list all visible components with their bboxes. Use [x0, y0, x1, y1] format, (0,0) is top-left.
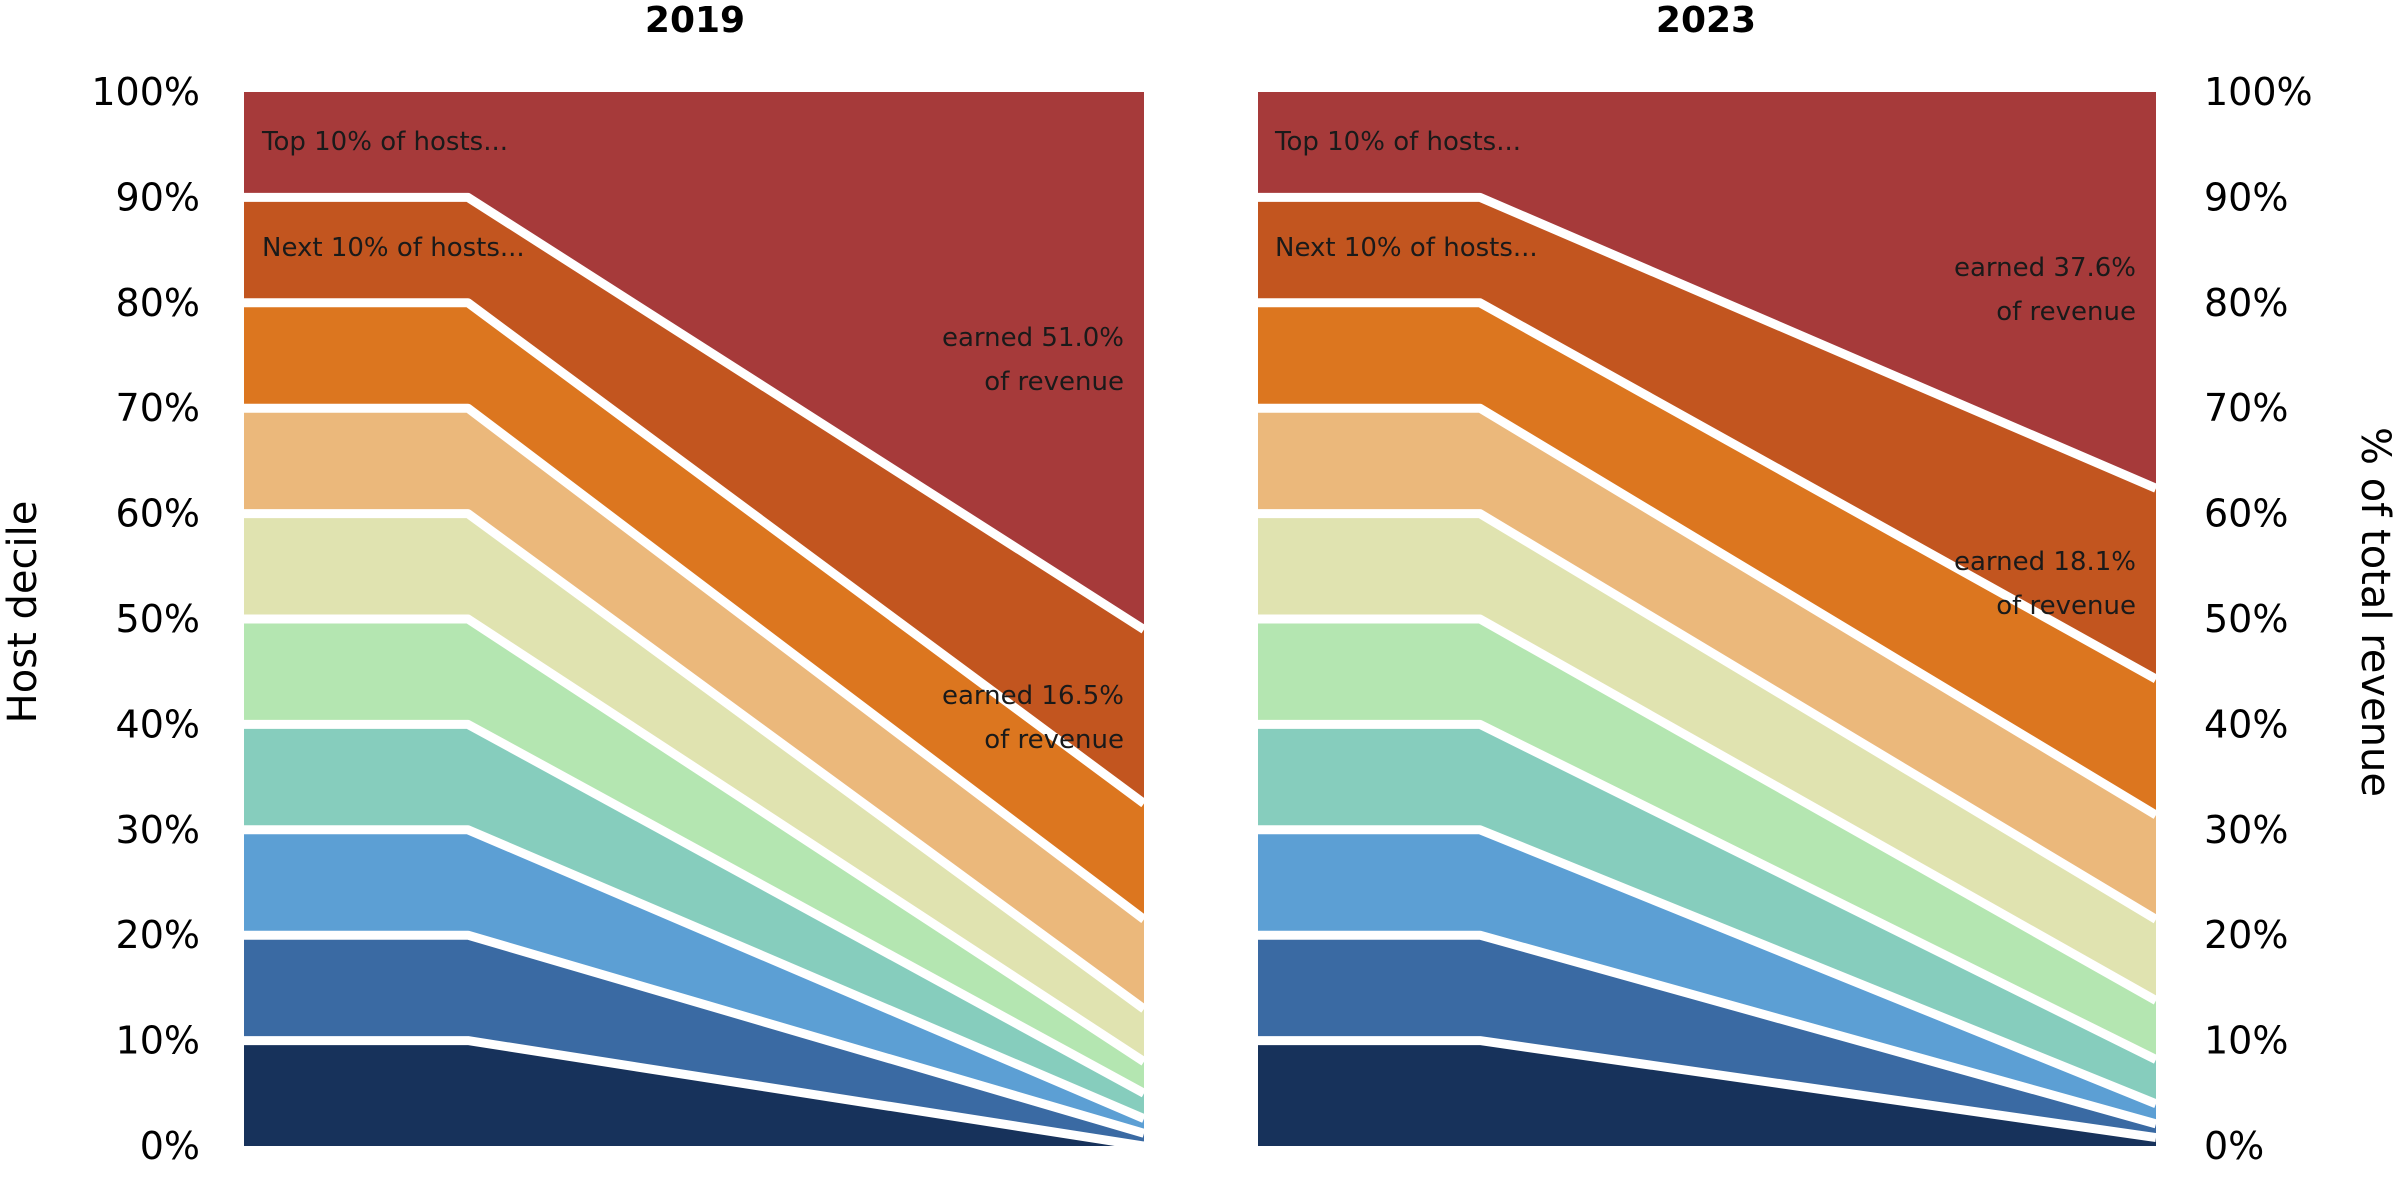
boundary-line-8 — [244, 298, 1147, 808]
y-tick-label: 80% — [116, 281, 200, 325]
y-tick-label: 0% — [2204, 1124, 2264, 1168]
y-tick-label: 30% — [116, 808, 200, 852]
y-tick-label: 50% — [2204, 597, 2288, 641]
boundary-line-9 — [244, 192, 1147, 634]
panel-title: 2019 — [645, 0, 745, 41]
next-earned-label-line2: of revenue — [1996, 591, 2136, 621]
boundary-line-5 — [244, 614, 1147, 1066]
y-tick-label: 30% — [2204, 808, 2288, 852]
boundary-line-5 — [1258, 614, 2159, 1005]
band-decile-3 — [1258, 829, 2156, 1124]
boundary-line-6 — [244, 509, 1147, 1013]
y-tick-label: 20% — [116, 913, 200, 957]
boundary-line-3 — [244, 825, 1146, 1123]
band-decile-7 — [1258, 408, 2156, 920]
band-decile-3 — [244, 829, 1144, 1134]
boundary-line-6 — [1258, 509, 2159, 924]
band-decile-5 — [1258, 619, 2156, 1060]
band-decile-7 — [244, 408, 1144, 1009]
top-earned-label-line2: of revenue — [1996, 297, 2136, 327]
panel-2023: 2023 Top 10% of hosts... Next 10% of hos… — [1258, 0, 2159, 1146]
band-decile-9 — [1258, 197, 2156, 680]
boundary-line-8 — [1258, 298, 2159, 684]
y-tick-label: 20% — [2204, 913, 2288, 957]
boundary-line-7 — [1258, 403, 2159, 819]
band-decile-1 — [244, 1040, 1144, 1146]
next-hosts-label: Next 10% of hosts... — [262, 233, 525, 263]
y-tick-label: 70% — [116, 386, 200, 430]
y-tick-label: 100% — [2204, 70, 2313, 114]
y-tick-label: 10% — [116, 1019, 200, 1063]
left-axis-title: Host decile — [0, 501, 46, 724]
band-decile-9 — [244, 197, 1144, 804]
band-decile-8 — [1258, 302, 2156, 816]
top-earned-label-line2: of revenue — [984, 367, 1124, 397]
y-tick-label: 90% — [116, 175, 200, 219]
right-axis-title: % of total revenue — [2352, 427, 2398, 797]
boundary-line-group — [244, 192, 1147, 1151]
band-decile-8 — [244, 302, 1144, 920]
band-decile-10 — [244, 92, 1144, 630]
next-hosts-label: Next 10% of hosts... — [1275, 233, 1538, 263]
next-earned-label: earned 18.1% — [1954, 547, 2136, 577]
y-tick-label: 40% — [2204, 702, 2288, 746]
next-earned-label-line2: of revenue — [984, 725, 1124, 755]
band-decile-6 — [244, 513, 1144, 1062]
y-tick-label: 70% — [2204, 386, 2288, 430]
band-decile-5 — [244, 619, 1144, 1094]
y-tick-label: 80% — [2204, 281, 2288, 325]
y-tick-label: 40% — [116, 702, 200, 746]
top-earned-label: earned 51.0% — [942, 323, 1124, 353]
y-tick-label: 60% — [116, 492, 200, 536]
y-tick-label: 60% — [2204, 492, 2288, 536]
left-y-axis-ticks: 0% 10% 20% 30% 40% 50% 60% 70% 80% 90% 100% — [91, 70, 200, 1168]
panel-2019: 2019 Top 10% of hosts... Next 10% of hos… — [244, 0, 1147, 1151]
boundary-line-4 — [244, 719, 1147, 1098]
top-hosts-label: Top 10% of hosts... — [261, 127, 508, 157]
boundary-line-4 — [1258, 719, 2158, 1064]
y-tick-label: 50% — [116, 597, 200, 641]
boundary-line-2 — [244, 930, 1146, 1138]
boundary-line-group — [1258, 192, 2159, 1143]
panel-title: 2023 — [1656, 0, 1756, 41]
boundary-line-2 — [1258, 930, 2158, 1129]
top-earned-label: earned 37.6% — [1954, 253, 2136, 283]
band-decile-2 — [1258, 935, 2156, 1138]
boundary-line-1 — [244, 1036, 1145, 1151]
boundary-line-3 — [1258, 825, 2158, 1109]
y-tick-label: 0% — [140, 1124, 200, 1168]
boundary-line-9 — [1258, 192, 2158, 493]
top-hosts-label: Top 10% of hosts... — [1274, 127, 1521, 157]
band-decile-2 — [244, 935, 1144, 1146]
next-earned-label: earned 16.5% — [942, 681, 1124, 711]
boundary-line-7 — [244, 403, 1147, 923]
right-y-axis-ticks: 0% 10% 20% 30% 40% 50% 60% 70% 80% 90% 100% — [2204, 70, 2313, 1168]
boundary-line-1 — [1258, 1036, 2157, 1143]
band-decile-6 — [1258, 513, 2156, 1001]
band-decile-1 — [1258, 1040, 2156, 1146]
y-tick-label: 90% — [2204, 175, 2288, 219]
y-tick-label: 100% — [91, 70, 200, 114]
y-tick-label: 10% — [2204, 1019, 2288, 1063]
